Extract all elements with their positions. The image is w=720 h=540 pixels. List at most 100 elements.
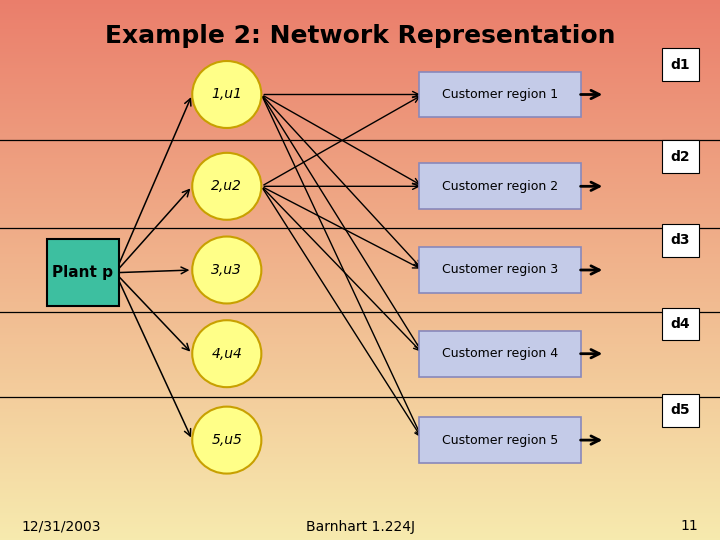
Bar	[0, 153, 720, 155]
Bar	[0, 282, 720, 285]
Bar	[0, 139, 720, 140]
Text: 11: 11	[680, 519, 698, 534]
Bar	[0, 522, 720, 524]
Bar	[0, 508, 720, 509]
Bar	[0, 266, 720, 268]
Bar	[0, 490, 720, 491]
Bar	[0, 77, 720, 79]
Bar	[0, 497, 720, 498]
Bar	[0, 209, 720, 211]
Bar	[0, 144, 720, 146]
Bar	[0, 50, 720, 52]
Bar	[0, 434, 720, 436]
Bar	[0, 76, 720, 77]
Bar	[0, 369, 720, 371]
Bar	[0, 160, 720, 162]
Bar	[0, 147, 720, 150]
Bar	[0, 403, 720, 405]
Bar	[0, 150, 720, 151]
Bar	[0, 441, 720, 443]
Bar	[0, 63, 720, 65]
Bar	[0, 447, 720, 448]
Bar	[0, 470, 720, 471]
Bar	[0, 309, 720, 312]
Bar	[0, 104, 720, 106]
FancyBboxPatch shape	[47, 239, 119, 306]
Bar	[0, 119, 720, 120]
Bar	[0, 349, 720, 351]
Bar	[0, 417, 720, 420]
Bar	[0, 279, 720, 281]
Bar	[0, 312, 720, 313]
FancyBboxPatch shape	[662, 140, 699, 173]
Bar	[0, 295, 720, 297]
Bar	[0, 301, 720, 302]
Bar	[0, 525, 720, 528]
Text: Customer region 1: Customer region 1	[442, 88, 559, 101]
Bar	[0, 157, 720, 158]
Bar	[0, 117, 720, 119]
Bar	[0, 38, 720, 39]
Bar	[0, 96, 720, 97]
Bar	[0, 506, 720, 508]
Text: Barnhart 1.224J: Barnhart 1.224J	[305, 519, 415, 534]
Bar	[0, 524, 720, 525]
Bar	[0, 374, 720, 376]
Bar	[0, 281, 720, 282]
Bar	[0, 401, 720, 403]
Bar	[0, 495, 720, 497]
Bar	[0, 439, 720, 441]
Bar	[0, 221, 720, 223]
Bar	[0, 366, 720, 367]
Bar	[0, 16, 720, 18]
Bar	[0, 162, 720, 164]
Bar	[0, 302, 720, 304]
Bar	[0, 340, 720, 342]
Bar	[0, 479, 720, 481]
Bar	[0, 231, 720, 232]
Bar	[0, 444, 720, 447]
Bar	[0, 463, 720, 464]
FancyBboxPatch shape	[419, 330, 581, 377]
Text: 1,u1: 1,u1	[212, 87, 242, 102]
Bar	[0, 180, 720, 182]
Bar	[0, 79, 720, 81]
Bar	[0, 9, 720, 11]
Bar	[0, 328, 720, 329]
Bar	[0, 351, 720, 353]
FancyBboxPatch shape	[419, 247, 581, 293]
Bar	[0, 259, 720, 261]
Bar	[0, 297, 720, 299]
Bar	[0, 380, 720, 382]
Bar	[0, 326, 720, 328]
Bar	[0, 191, 720, 193]
Bar	[0, 428, 720, 430]
Bar	[0, 12, 720, 15]
Bar	[0, 214, 720, 216]
Bar	[0, 421, 720, 423]
Bar	[0, 185, 720, 187]
Bar	[0, 184, 720, 185]
Bar	[0, 477, 720, 479]
Bar	[0, 443, 720, 444]
Bar	[0, 31, 720, 32]
Bar	[0, 99, 720, 101]
Bar	[0, 174, 720, 177]
Bar	[0, 137, 720, 139]
Bar	[0, 205, 720, 207]
Bar	[0, 61, 720, 63]
Text: Customer region 3: Customer region 3	[442, 264, 559, 276]
Bar	[0, 358, 720, 360]
Bar	[0, 201, 720, 204]
Bar	[0, 113, 720, 115]
Bar	[0, 255, 720, 258]
Bar	[0, 427, 720, 428]
FancyBboxPatch shape	[662, 224, 699, 256]
Bar	[0, 405, 720, 407]
Bar	[0, 169, 720, 171]
Bar	[0, 85, 720, 86]
FancyBboxPatch shape	[662, 48, 699, 81]
Bar	[0, 101, 720, 103]
Bar	[0, 425, 720, 427]
Bar	[0, 5, 720, 7]
